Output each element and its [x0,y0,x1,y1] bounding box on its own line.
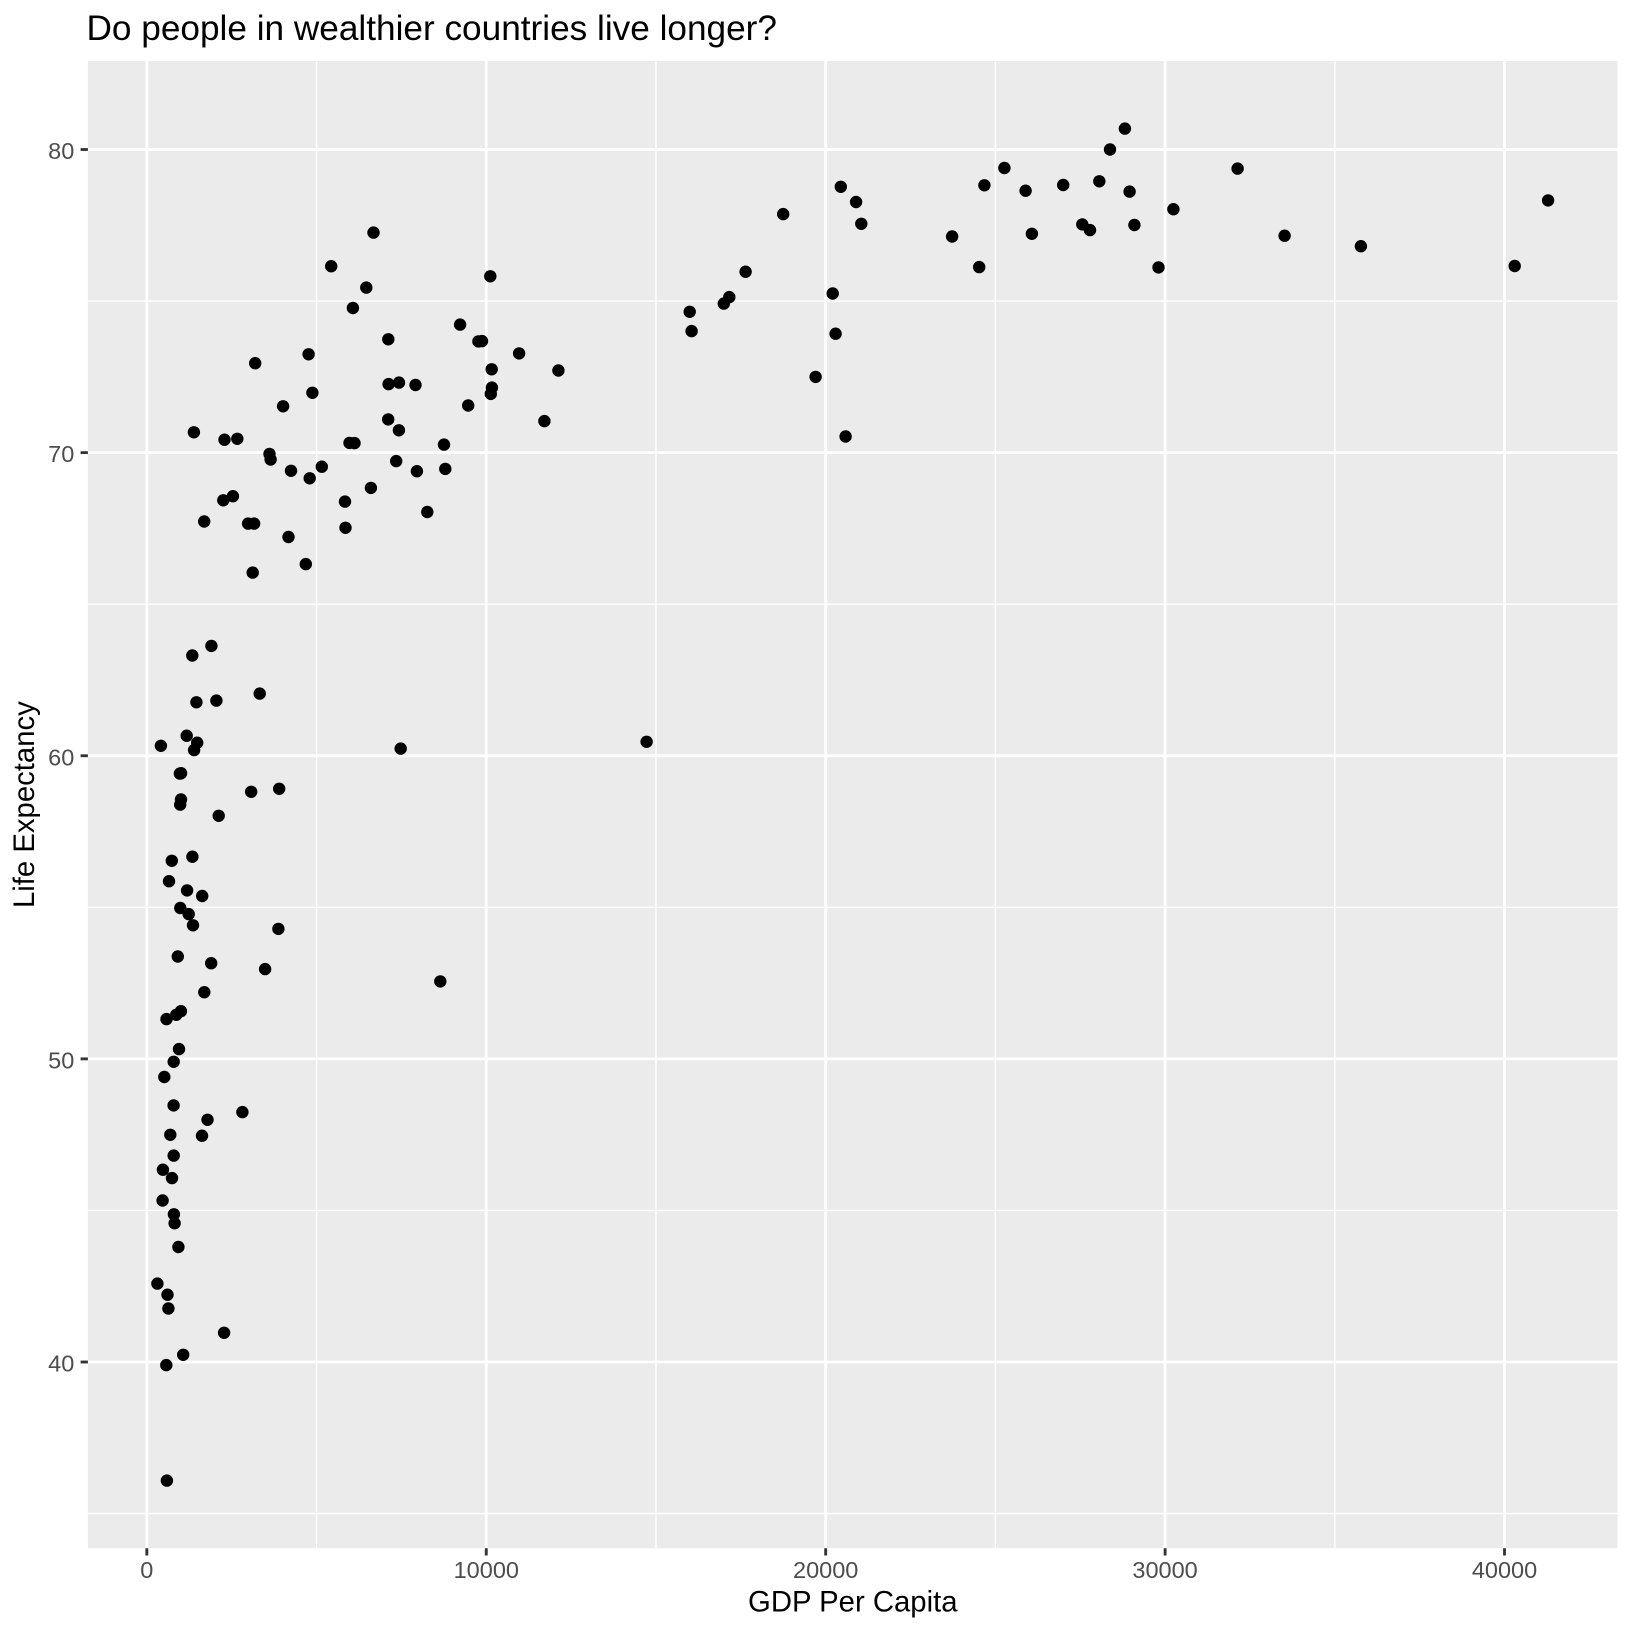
svg-text:40: 40 [48,1351,74,1377]
svg-text:GDP Per Capita: GDP Per Capita [748,1585,958,1618]
svg-text:Life Expectancy: Life Expectancy [8,701,41,908]
svg-text:40000: 40000 [1472,1557,1537,1583]
svg-text:80: 80 [48,138,74,164]
svg-text:30000: 30000 [1132,1557,1197,1583]
svg-text:20000: 20000 [793,1557,858,1583]
svg-text:10000: 10000 [454,1557,519,1583]
svg-text:0: 0 [140,1557,153,1583]
svg-text:50: 50 [48,1047,74,1073]
svg-text:Do people in wealthier countri: Do people in wealthier countries live lo… [87,9,777,48]
svg-text:60: 60 [48,744,74,770]
svg-text:70: 70 [48,441,74,467]
